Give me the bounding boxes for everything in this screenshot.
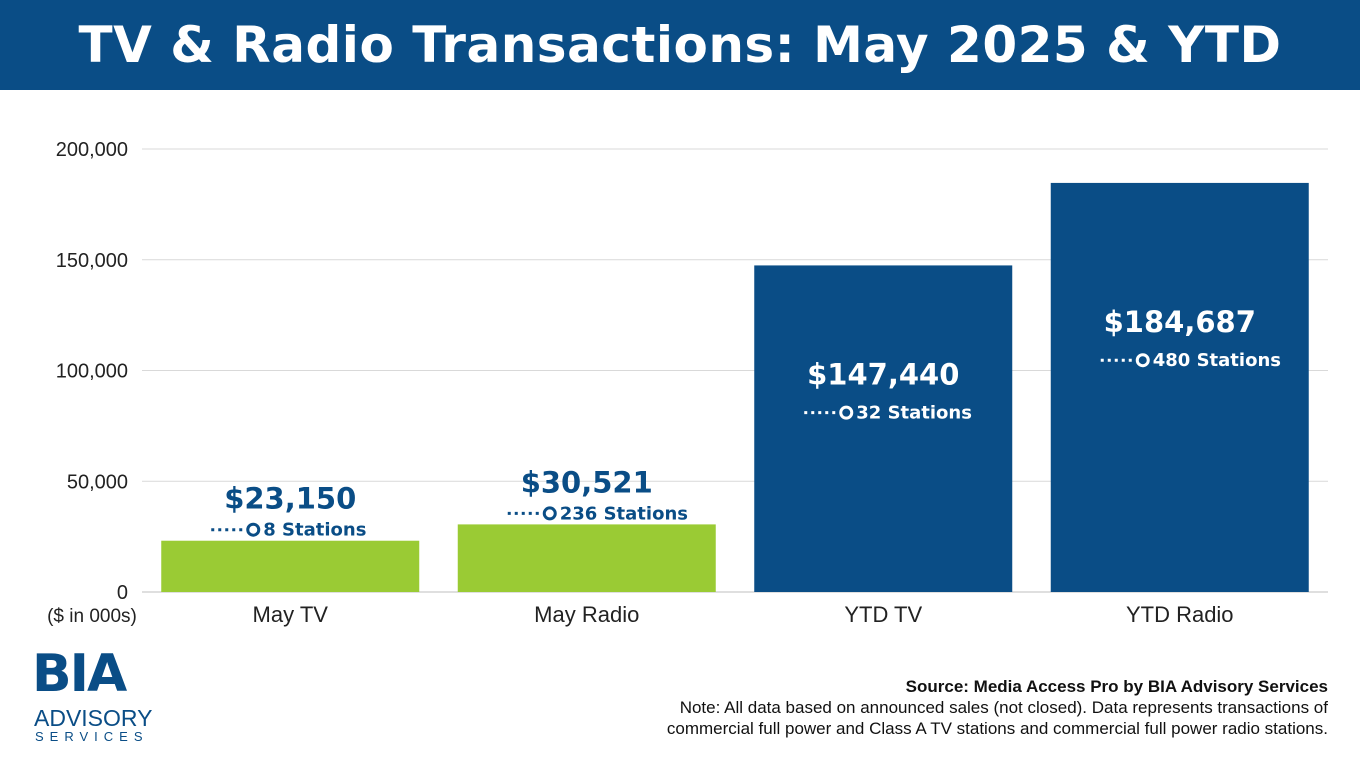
station-count-label: 32 Stations <box>856 403 972 424</box>
station-marker <box>839 405 854 420</box>
bar <box>754 265 1013 592</box>
x-tick-label: YTD TV <box>844 602 922 627</box>
y-tick-label: 200,000 <box>56 139 128 161</box>
logo-main-text: BIA <box>32 644 127 704</box>
data-label: $30,521 <box>521 465 653 499</box>
source-note-block: Source: Media Access Pro by BIA Advisory… <box>428 676 1328 739</box>
source-note-line-2: commercial full power and Class A TV sta… <box>666 719 1328 738</box>
data-label: $23,150 <box>224 482 356 516</box>
station-count-label: 8 Stations <box>263 520 366 541</box>
bia-logo: BIA ADVISORY SERVICES <box>32 648 162 748</box>
source-note-line-1: Note: All data based on announced sales … <box>679 698 1328 717</box>
data-label: $184,687 <box>1104 305 1256 339</box>
data-label: $147,440 <box>807 358 959 392</box>
y-tick-label: 0 <box>117 582 128 604</box>
unit-label: ($ in 000s) <box>47 606 137 627</box>
station-count-label: 236 Stations <box>560 503 688 524</box>
station-marker <box>246 522 261 537</box>
page-title: TV & Radio Transactions: May 2025 & YTD <box>0 0 1360 90</box>
logo-advisory-text: ADVISORY <box>34 705 153 731</box>
station-count-label: 480 Stations <box>1153 350 1281 371</box>
y-tick-label: 150,000 <box>56 250 128 272</box>
x-tick-label: May Radio <box>534 602 639 627</box>
station-marker <box>542 506 557 521</box>
x-tick-label: May TV <box>253 602 329 627</box>
source-title: Source: Media Access Pro by BIA Advisory… <box>905 677 1328 696</box>
bar <box>457 524 716 592</box>
bar <box>1050 182 1309 592</box>
x-tick-label: YTD Radio <box>1126 602 1234 627</box>
logo-services-text: SERVICES <box>35 729 149 744</box>
y-tick-label: 100,000 <box>56 361 128 383</box>
bar <box>161 540 420 592</box>
bar-chart: 0 50,000 100,000 150,000 200,000 ($ in 000s) M… <box>47 139 1328 627</box>
y-tick-label: 50,000 <box>67 471 128 493</box>
station-marker <box>1135 353 1150 368</box>
